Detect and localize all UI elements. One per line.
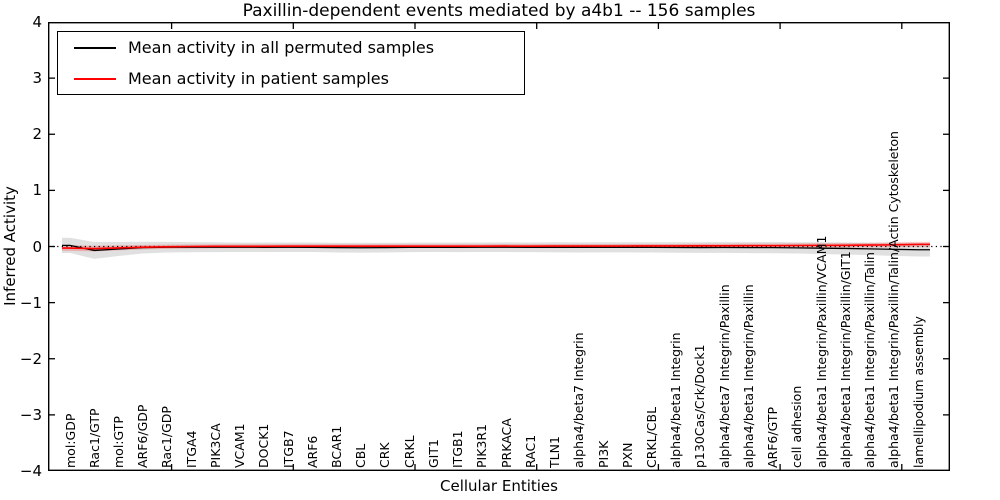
y-tick-label: 4 <box>32 13 42 31</box>
x-axis-label: Cellular Entities <box>440 477 558 495</box>
x-tick-label: PIK3R1 <box>474 423 490 468</box>
x-tick-label: alpha4/beta1 Integrin/Paxillin/VCAM1 <box>813 235 829 468</box>
x-tick-label: Rac1/GTP <box>86 408 102 468</box>
x-tick-label: Rac1/GDP <box>159 406 175 468</box>
x-tick-label: alpha4/beta1 Integrin/Paxillin/GIT1 <box>837 251 853 468</box>
x-tick-label: BCAR1 <box>329 425 345 468</box>
legend-label-permuted: Mean activity in all permuted samples <box>128 38 435 57</box>
y-tick-label: −1 <box>19 293 42 312</box>
x-tick-label: lamellipodium assembly <box>910 316 926 468</box>
legend-entry-patient: Mean activity in patient samples <box>74 69 524 88</box>
x-tick-label: DOCK1 <box>256 423 272 468</box>
x-tick-label: TLN1 <box>547 436 563 468</box>
x-tick-label: RAC1 <box>522 434 538 468</box>
y-tick-label: 3 <box>32 69 42 88</box>
x-tick-label: alpha4/beta1 Integrin/Paxillin/Talin/Act… <box>886 131 902 468</box>
x-tick-label: alpha4/beta1 Integrin/Paxillin/Talin <box>862 252 878 468</box>
y-tick-label: −3 <box>19 405 42 424</box>
x-tick-label: alpha4/beta7 Integrin/Paxillin <box>716 284 732 468</box>
y-tick-label: 2 <box>32 125 42 144</box>
x-tick-label: CRK <box>377 442 393 468</box>
x-tick-label: mol:GDP <box>62 413 78 468</box>
x-tick-label: ARF6/GTP <box>765 406 781 468</box>
y-tick-label: −2 <box>19 349 42 368</box>
legend: Mean activity in all permuted samples Me… <box>57 31 525 95</box>
x-tick-label: PXN <box>619 442 635 468</box>
x-tick-label: cell adhesion <box>789 385 805 468</box>
x-tick-label: ITGA4 <box>183 430 199 468</box>
x-tick-label: ARF6/GDP <box>135 404 151 468</box>
x-tick-label: alpha4/beta1 Integrin/Paxillin <box>740 284 756 468</box>
x-tick-label: GIT1 <box>425 439 441 468</box>
x-tick-label: ITGB1 <box>450 430 466 468</box>
x-tick-label: ARF6 <box>304 435 320 468</box>
x-tick-label: mol:GTP <box>110 416 126 468</box>
y-axis-tick-labels: 4 3 2 1 0 −1 −2 −3 −4 <box>0 0 42 500</box>
y-tick-label: 1 <box>32 181 42 200</box>
x-tick-label: ITGB7 <box>280 430 296 468</box>
x-tick-label: CBL <box>353 443 369 468</box>
x-tick-label: p130Cas/Crk/Dock1 <box>692 344 708 468</box>
chart-canvas <box>48 22 950 471</box>
legend-entry-permuted: Mean activity in all permuted samples <box>74 38 524 57</box>
x-tick-label: PRKACA <box>498 418 514 468</box>
legend-label-patient: Mean activity in patient samples <box>128 69 389 88</box>
x-tick-label: VCAM1 <box>232 423 248 468</box>
red-line-sample-icon <box>74 77 116 80</box>
y-tick-label: −4 <box>19 462 42 480</box>
y-tick-label: 0 <box>32 237 42 256</box>
x-tick-label: CRKL/CBL <box>644 406 659 468</box>
x-tick-label: alpha4/beta1 Integrin <box>668 332 684 468</box>
x-tick-label: CRKL <box>401 435 417 468</box>
x-tick-label: PIK3CA <box>207 423 223 468</box>
plot-area: mol:GDP Rac1/GTP mol:GTP ARF6/GDP Rac1/GDP IT… <box>48 22 950 471</box>
chart-title: Paxillin-dependent events mediated by a4… <box>242 1 756 21</box>
black-line-sample-icon <box>74 46 116 49</box>
x-tick-label: alpha4/beta7 Integrin <box>571 332 587 468</box>
x-tick-label: PI3K <box>595 440 611 468</box>
